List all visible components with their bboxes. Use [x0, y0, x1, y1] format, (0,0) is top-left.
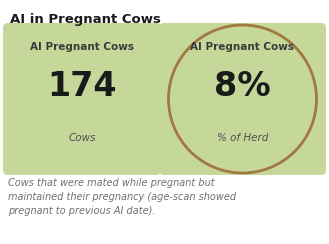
Text: Cows that were mated while pregnant but
maintained their pregnancy (age-scan sho: Cows that were mated while pregnant but …	[8, 178, 236, 216]
Text: AI Pregnant Cows: AI Pregnant Cows	[190, 42, 294, 52]
Text: 174: 174	[47, 70, 117, 103]
Text: % of Herd: % of Herd	[217, 133, 268, 143]
FancyBboxPatch shape	[3, 23, 161, 175]
Text: 8%: 8%	[214, 70, 271, 103]
Text: AI in Pregnant Cows: AI in Pregnant Cows	[10, 13, 161, 26]
Text: Cows: Cows	[68, 133, 96, 143]
Text: AI Pregnant Cows: AI Pregnant Cows	[30, 42, 134, 52]
FancyBboxPatch shape	[159, 23, 326, 175]
